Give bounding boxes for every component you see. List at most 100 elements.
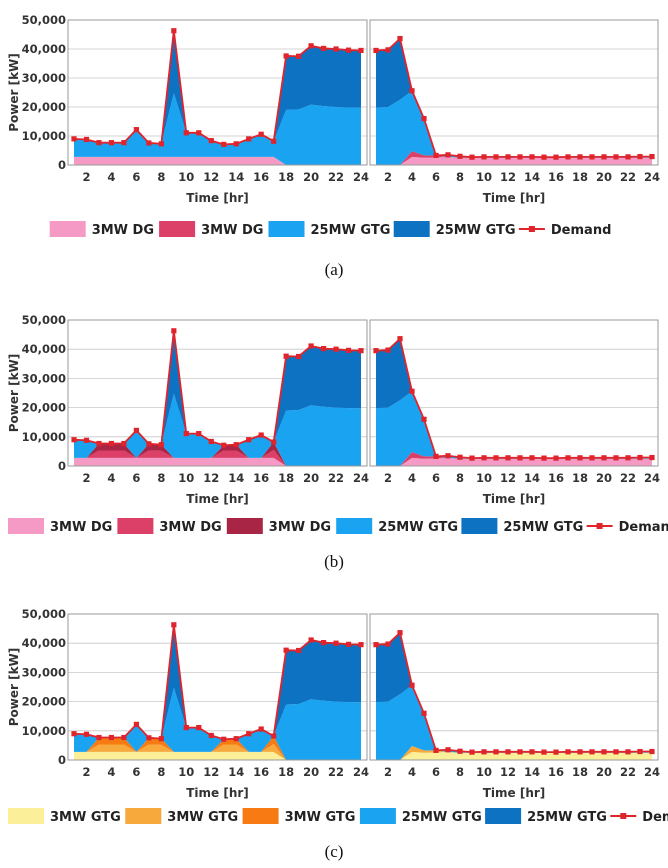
demand-point bbox=[283, 53, 289, 59]
x-tick-label: 6 bbox=[432, 471, 440, 485]
x-tick-label: 6 bbox=[132, 471, 140, 485]
y-axis-title: Power [kW] bbox=[7, 648, 21, 727]
x-tick-label: 8 bbox=[456, 471, 464, 485]
demand-point bbox=[83, 731, 90, 737]
x-axis-title: Time [hr] bbox=[483, 786, 546, 800]
demand-point bbox=[183, 130, 189, 136]
x-tick-label: 8 bbox=[157, 765, 165, 779]
area-dg_pink bbox=[74, 156, 361, 165]
demand-point bbox=[171, 28, 177, 34]
demand-point bbox=[589, 455, 595, 461]
demand-point bbox=[233, 141, 239, 147]
y-tick-label: 20,000 bbox=[22, 401, 66, 415]
demand-point bbox=[121, 440, 127, 447]
legend-label: 3MW DG bbox=[201, 223, 263, 238]
demand-point bbox=[246, 437, 252, 443]
legend-item: 3MW GTG bbox=[8, 808, 121, 825]
x-tick-label: 8 bbox=[456, 170, 464, 184]
demand-point bbox=[121, 140, 127, 146]
x-tick-label: 2 bbox=[384, 471, 392, 485]
x-tick-label: 12 bbox=[500, 170, 516, 184]
x-tick-label: 22 bbox=[620, 765, 636, 779]
x-tick-label: 10 bbox=[178, 765, 194, 779]
demand-point bbox=[71, 731, 77, 737]
demand-point bbox=[221, 736, 227, 742]
legend-swatch bbox=[8, 808, 44, 824]
legend-item: 3MW DG bbox=[117, 518, 222, 535]
demand-point bbox=[146, 441, 152, 447]
demand-point bbox=[345, 347, 352, 353]
demand-point bbox=[613, 154, 619, 160]
demand-point bbox=[481, 455, 487, 461]
demand-point bbox=[320, 346, 327, 352]
x-tick-label: 24 bbox=[644, 170, 660, 184]
x-tick-label: 4 bbox=[107, 765, 115, 779]
x-tick-label: 24 bbox=[353, 471, 369, 485]
legend-swatch bbox=[461, 518, 498, 534]
x-tick-label: 12 bbox=[203, 765, 219, 779]
demand-point bbox=[505, 455, 511, 461]
x-tick-label: 12 bbox=[500, 765, 516, 779]
area-gtg_yellow bbox=[74, 751, 361, 760]
demand-point bbox=[409, 88, 415, 94]
demand-point bbox=[541, 154, 547, 160]
demand-point bbox=[385, 47, 391, 53]
x-axis-title: Time [hr] bbox=[186, 786, 249, 800]
legend-marker bbox=[528, 226, 535, 232]
demand-point bbox=[601, 749, 607, 755]
demand-point bbox=[221, 442, 227, 448]
area-gtg_orange_light bbox=[74, 743, 361, 760]
x-tick-label: 4 bbox=[408, 170, 416, 184]
demand-point bbox=[208, 138, 214, 144]
chart-0: Power [kW] 0 10,000 20,000 30,000 40,000 50,00… bbox=[7, 13, 660, 279]
area-gtg25_dark bbox=[74, 624, 361, 740]
legend-swatch bbox=[125, 808, 162, 824]
demand-point bbox=[333, 640, 339, 646]
legend-label: 3MW DG bbox=[159, 520, 221, 535]
legend-item: 25MW GTG bbox=[359, 808, 482, 825]
x-tick-label: 24 bbox=[353, 765, 369, 779]
demand-point bbox=[258, 726, 264, 732]
demand-point bbox=[183, 724, 189, 731]
x-tick-label: 12 bbox=[203, 471, 219, 485]
legend-label: 3MW GTG bbox=[167, 810, 238, 825]
demand-point bbox=[358, 47, 364, 54]
legend-item: 25MW GTG bbox=[485, 808, 607, 825]
y-axis-title: Power [kW] bbox=[7, 53, 21, 132]
area-dg_pink bbox=[376, 156, 652, 165]
demand-point bbox=[421, 710, 427, 716]
demand-point bbox=[529, 154, 535, 160]
demand-point bbox=[208, 438, 214, 445]
plot-frame bbox=[67, 319, 368, 467]
demand-point bbox=[133, 427, 139, 433]
demand-point bbox=[71, 437, 77, 443]
chart-caption: (c) bbox=[325, 842, 344, 861]
demand-point bbox=[457, 748, 463, 754]
demand-point bbox=[296, 53, 302, 59]
demand-point bbox=[445, 747, 451, 753]
demand-point bbox=[529, 749, 535, 755]
demand-point bbox=[445, 152, 451, 158]
legend-item: 3MW GTG bbox=[125, 808, 238, 825]
demand-point bbox=[481, 749, 487, 755]
legend-label: 25MW GTG bbox=[436, 223, 516, 238]
demand-point bbox=[433, 453, 439, 459]
legend-label: Demand bbox=[619, 520, 668, 535]
demand-point bbox=[553, 154, 559, 160]
demand-point bbox=[221, 141, 227, 148]
demand-point bbox=[445, 453, 451, 459]
demand-point bbox=[493, 455, 499, 461]
y-tick-label: 0 bbox=[58, 753, 66, 767]
x-tick-label: 20 bbox=[596, 765, 612, 779]
x-tick-label: 20 bbox=[596, 471, 612, 485]
demand-point bbox=[625, 455, 631, 461]
demand-point bbox=[183, 430, 189, 437]
demand-point bbox=[308, 343, 314, 349]
x-tick-label: 4 bbox=[408, 765, 416, 779]
demand-point bbox=[625, 749, 631, 755]
y-tick-label: 30,000 bbox=[22, 665, 66, 679]
demand-point bbox=[133, 127, 139, 133]
x-tick-label: 22 bbox=[620, 471, 636, 485]
y-axis-title: Power [kW] bbox=[7, 354, 21, 433]
demand-point bbox=[271, 439, 277, 445]
